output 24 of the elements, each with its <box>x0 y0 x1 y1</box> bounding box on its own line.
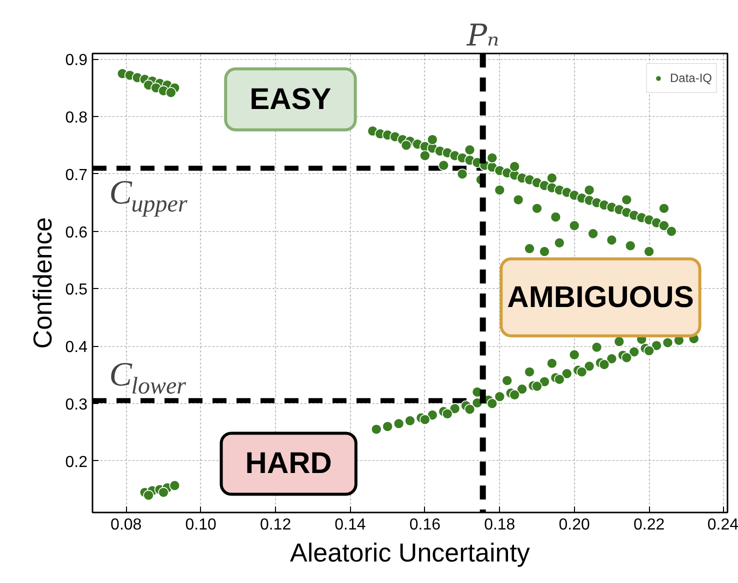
y-tick-label: 0.5 <box>65 282 88 299</box>
x-axis-title: Aleatoric Uncertainty <box>290 538 530 568</box>
annotation: EASY <box>250 82 332 116</box>
y-tick-label: 0.4 <box>65 339 88 356</box>
y-tick-label: 0.3 <box>65 396 88 414</box>
y-axis-title: Confidence <box>27 217 58 349</box>
x-tick-label: 0.20 <box>558 516 590 534</box>
x-tick-label: 0.24 <box>707 516 738 534</box>
x-tick-label: 0.10 <box>185 516 216 534</box>
annotation: AMBIGUOUS <box>507 280 694 314</box>
x-tick-label: 0.08 <box>110 516 142 534</box>
annotation: HARD <box>245 447 332 480</box>
ref-line-label: Pₙ <box>466 18 500 54</box>
x-tick-label: 0.14 <box>334 516 366 534</box>
y-tick-label: 0.8 <box>65 110 88 127</box>
y-tick-label: 0.6 <box>65 224 88 242</box>
x-tick-label: 0.12 <box>260 516 292 534</box>
y-tick-label: 0.9 <box>65 52 88 70</box>
x-tick-label: 0.16 <box>409 516 441 534</box>
y-tick-label: 0.7 <box>65 166 88 184</box>
y-tick-label: 0.2 <box>65 454 88 471</box>
x-tick-label: 0.18 <box>484 516 516 534</box>
x-tick-label: 0.22 <box>633 516 665 534</box>
legend-label: Data-IQ <box>670 71 712 85</box>
